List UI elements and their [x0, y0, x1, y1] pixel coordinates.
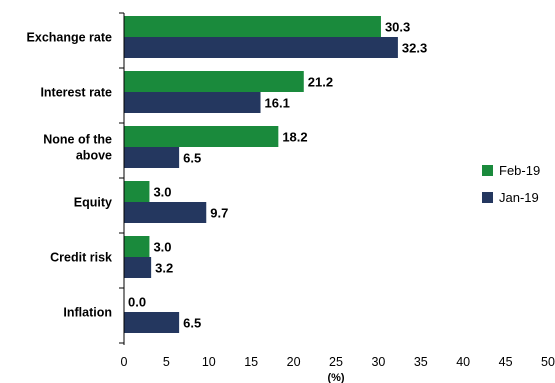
legend-swatch-feb-19: [482, 165, 493, 176]
bar-feb-19-1: [124, 71, 304, 92]
bar-feb-19-0: [124, 16, 381, 37]
bar-jan-19-1: [124, 92, 261, 113]
x-tick-label-3: 15: [244, 355, 258, 369]
legend-swatch-jan-19: [482, 192, 493, 203]
x-tick-label-10: 50: [541, 355, 555, 369]
value-label-jan-19-2: 6.5: [183, 151, 201, 166]
x-tick-label-2: 10: [202, 355, 216, 369]
value-label-jan-19-3: 9.7: [210, 206, 228, 221]
value-label-feb-19-1: 21.2: [308, 75, 333, 90]
category-label-2-line-1: above: [76, 149, 112, 163]
category-label-1: Interest rate: [40, 86, 112, 100]
x-tick-label-9: 45: [499, 355, 513, 369]
x-tick-label-8: 40: [456, 355, 470, 369]
value-label-feb-19-5: 0.0: [128, 295, 146, 310]
value-label-jan-19-0: 32.3: [402, 41, 427, 56]
value-label-feb-19-0: 30.3: [385, 20, 410, 35]
x-tick-label-0: 0: [121, 355, 128, 369]
category-label-2-line-0: None of the: [43, 133, 112, 147]
value-label-feb-19-2: 18.2: [282, 130, 307, 145]
bar-jan-19-4: [124, 257, 152, 278]
category-label-0: Exchange rate: [27, 31, 113, 45]
bar-feb-19-2: [124, 126, 279, 147]
value-label-feb-19-3: 3.0: [153, 185, 171, 200]
legend-label-jan-19: Jan-19: [499, 190, 539, 205]
category-label-5: Inflation: [63, 306, 112, 320]
bar-jan-19-3: [124, 202, 207, 223]
x-tick-label-4: 20: [287, 355, 301, 369]
x-tick-label-5: 25: [329, 355, 343, 369]
x-tick-label-1: 5: [163, 355, 170, 369]
category-label-3: Equity: [74, 196, 112, 210]
category-label-4: Credit risk: [50, 251, 112, 265]
bar-jan-19-5: [124, 312, 180, 333]
value-label-jan-19-4: 3.2: [155, 261, 173, 276]
bar-feb-19-4: [124, 236, 150, 257]
x-tick-label-7: 35: [414, 355, 428, 369]
x-axis-title: (%): [327, 372, 344, 383]
value-label-jan-19-1: 16.1: [265, 96, 290, 111]
bar-feb-19-3: [124, 181, 150, 202]
bar-jan-19-0: [124, 37, 398, 58]
bar-jan-19-2: [124, 147, 180, 168]
value-label-jan-19-5: 6.5: [183, 316, 201, 331]
value-label-feb-19-4: 3.0: [153, 240, 171, 255]
legend-label-feb-19: Feb-19: [499, 163, 540, 178]
x-tick-label-6: 30: [371, 355, 385, 369]
